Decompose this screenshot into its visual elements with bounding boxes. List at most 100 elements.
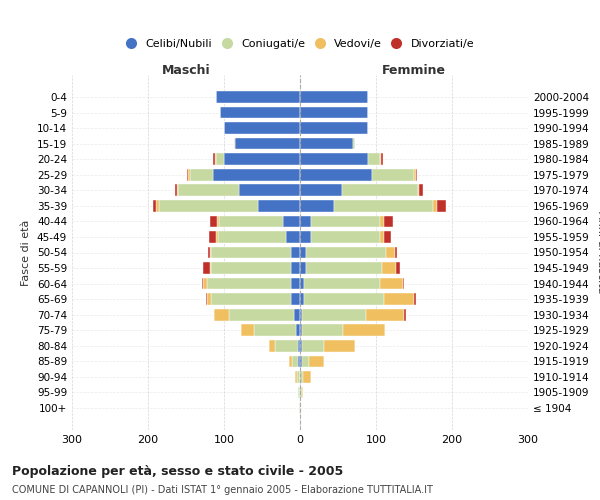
Bar [152, 200, 157, 211]
Y-axis label: Fasce di età: Fasce di età [22, 220, 31, 286]
Bar [416, 169, 417, 180]
Bar [300, 309, 302, 320]
Bar [437, 200, 446, 211]
Bar [300, 356, 302, 367]
Bar [217, 154, 224, 165]
Bar [175, 184, 177, 196]
Bar [342, 184, 418, 196]
Bar [300, 262, 306, 274]
Bar [300, 324, 302, 336]
Legend: Celibi/Nubili, Coniugati/e, Vedovi/e, Divorziati/e: Celibi/Nubili, Coniugati/e, Vedovi/e, Di… [121, 34, 479, 54]
Bar [334, 200, 433, 211]
Bar [383, 216, 393, 227]
Bar [300, 200, 334, 211]
Bar [380, 231, 383, 243]
Bar [302, 309, 366, 320]
Bar [177, 184, 178, 196]
Bar [258, 200, 300, 211]
Bar [291, 262, 300, 274]
Bar [418, 184, 419, 196]
Bar [380, 278, 403, 289]
Text: Maschi: Maschi [161, 64, 211, 76]
Bar [300, 278, 304, 289]
Bar [241, 324, 254, 336]
Bar [325, 340, 355, 351]
Bar [212, 169, 300, 180]
Bar [211, 262, 291, 274]
Bar [306, 262, 382, 274]
Bar [300, 122, 368, 134]
Bar [220, 106, 300, 118]
Bar [300, 231, 311, 243]
Bar [396, 262, 400, 274]
Bar [419, 184, 423, 196]
Bar [209, 262, 211, 274]
Bar [298, 340, 300, 351]
Bar [291, 246, 300, 258]
Bar [414, 294, 416, 305]
Bar [372, 169, 414, 180]
Bar [306, 246, 386, 258]
Y-axis label: Anni di nascita: Anni di nascita [596, 211, 600, 294]
Bar [366, 309, 404, 320]
Bar [203, 262, 209, 274]
Bar [206, 294, 207, 305]
Bar [295, 371, 297, 383]
Bar [300, 184, 342, 196]
Bar [302, 356, 309, 367]
Bar [299, 402, 300, 414]
Bar [224, 122, 300, 134]
Bar [311, 231, 380, 243]
Text: Popolazione per età, sesso e stato civile - 2005: Popolazione per età, sesso e stato civil… [12, 465, 343, 478]
Bar [302, 386, 303, 398]
Bar [187, 169, 188, 180]
Text: COMUNE DI CAPANNOLI (PI) - Dati ISTAT 1° gennaio 2005 - Elaborazione TUTTITALIA.: COMUNE DI CAPANNOLI (PI) - Dati ISTAT 1°… [12, 485, 433, 495]
Text: Femmine: Femmine [382, 64, 446, 76]
Bar [300, 340, 302, 351]
Bar [300, 402, 301, 414]
Bar [291, 294, 300, 305]
Bar [215, 154, 217, 165]
Bar [300, 371, 303, 383]
Bar [188, 169, 190, 180]
Bar [203, 278, 207, 289]
Bar [214, 154, 215, 165]
Bar [380, 154, 382, 165]
Bar [208, 246, 209, 258]
Bar [300, 169, 372, 180]
Bar [190, 169, 212, 180]
Bar [160, 200, 258, 211]
Bar [269, 340, 275, 351]
Bar [297, 371, 300, 383]
Bar [343, 324, 385, 336]
Bar [300, 138, 353, 149]
Bar [395, 246, 397, 258]
Bar [209, 231, 217, 243]
Bar [382, 262, 396, 274]
Bar [292, 356, 298, 367]
Bar [303, 371, 311, 383]
Bar [300, 294, 304, 305]
Bar [433, 200, 437, 211]
Bar [254, 324, 296, 336]
Bar [211, 294, 291, 305]
Bar [291, 278, 300, 289]
Bar [217, 91, 300, 103]
Bar [302, 324, 343, 336]
Bar [214, 309, 229, 320]
Bar [218, 231, 286, 243]
Bar [217, 231, 218, 243]
Bar [298, 356, 300, 367]
Bar [218, 216, 283, 227]
Bar [235, 138, 300, 149]
Bar [383, 231, 391, 243]
Bar [202, 278, 203, 289]
Bar [207, 278, 291, 289]
Bar [229, 309, 294, 320]
Bar [414, 169, 416, 180]
Bar [296, 324, 300, 336]
Bar [386, 246, 395, 258]
Bar [300, 216, 311, 227]
Bar [294, 309, 300, 320]
Bar [383, 294, 414, 305]
